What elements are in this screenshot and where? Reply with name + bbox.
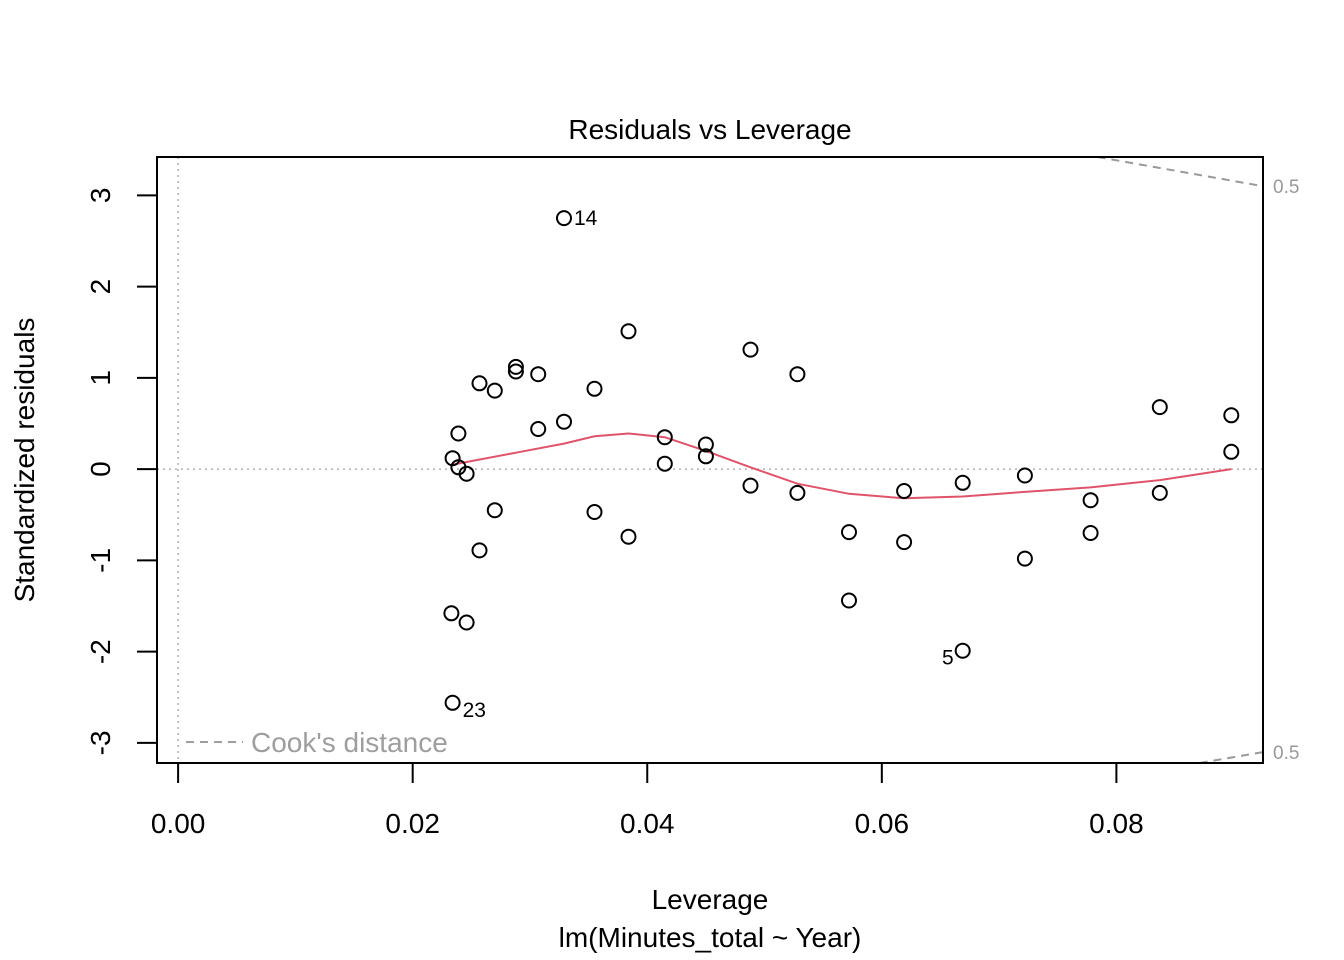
- data-point: [444, 694, 461, 711]
- cooks-distance-upper-label: 0.5: [1273, 177, 1299, 198]
- data-points: [443, 210, 1240, 711]
- cooks-distance-lines: [1097, 157, 1263, 763]
- x-axis: 0.00 0.02 0.04 0.06 0.08: [151, 762, 1144, 839]
- cooks-distance-lower-label: 0.5: [1273, 743, 1299, 764]
- data-point: [471, 375, 488, 392]
- x-tick-label: 0.08: [1089, 808, 1144, 839]
- data-point: [1082, 525, 1099, 541]
- data-point: [556, 413, 572, 430]
- data-point: [620, 323, 637, 340]
- data-point: [1151, 484, 1168, 501]
- data-point: [656, 455, 673, 472]
- y-tick-label: -1: [85, 548, 116, 573]
- data-point: [507, 358, 524, 375]
- data-point: [443, 605, 460, 622]
- data-point: [530, 421, 547, 437]
- plot-frame: [156, 156, 1264, 764]
- data-point: [486, 382, 503, 399]
- model-formula-subtitle: lm(Minutes_total ~ Year): [559, 922, 862, 953]
- data-point: [841, 592, 857, 609]
- y-tick-label: 2: [85, 279, 116, 295]
- legend: Cook's distance: [186, 727, 448, 758]
- y-tick-label: 0: [85, 461, 116, 477]
- data-point: [896, 534, 913, 551]
- data-point: [1082, 492, 1099, 509]
- y-axis-label: Standardized residuals: [9, 318, 40, 603]
- data-point: [789, 484, 806, 501]
- y-tick-label: 1: [85, 370, 116, 386]
- y-axis: -3 -2 -1 0 1 2 3: [85, 188, 158, 755]
- x-tick-label: 0.00: [151, 808, 206, 839]
- smoother-line: [452, 432, 1232, 500]
- data-point: [471, 542, 488, 559]
- data-point: [1223, 443, 1240, 460]
- data-point: [556, 210, 572, 227]
- data-point: [841, 524, 857, 541]
- data-point: [697, 436, 714, 453]
- cooks-distance-labels: 0.5 0.5: [1273, 177, 1299, 764]
- chart-title: Residuals vs Leverage: [568, 114, 851, 145]
- data-point: [697, 448, 714, 465]
- data-point: [1223, 407, 1240, 424]
- data-point: [450, 425, 467, 442]
- data-point: [789, 366, 806, 383]
- data-point: [530, 366, 547, 383]
- data-point: [507, 363, 524, 380]
- y-tick-label: 3: [85, 188, 116, 204]
- data-point: [896, 483, 913, 499]
- data-point: [742, 341, 759, 358]
- y-tick-label: -2: [85, 639, 116, 664]
- cooks-distance-lower-line: [1199, 751, 1263, 763]
- point-label: 5: [942, 647, 954, 670]
- point-labels: 14 23 5: [463, 207, 954, 722]
- x-tick-label: 0.02: [385, 808, 440, 839]
- data-point: [620, 528, 637, 545]
- legend-label: Cook's distance: [251, 727, 448, 758]
- x-tick-label: 0.04: [620, 808, 675, 839]
- cooks-distance-upper-line: [1097, 157, 1263, 188]
- point-label: 23: [463, 699, 486, 722]
- data-point: [656, 429, 673, 446]
- data-point: [1016, 550, 1033, 567]
- data-point: [486, 502, 503, 519]
- data-point: [586, 380, 603, 397]
- x-axis-label: Leverage: [652, 884, 769, 915]
- data-point: [1151, 399, 1168, 416]
- data-point: [458, 465, 475, 482]
- point-label: 14: [574, 207, 598, 230]
- x-tick-label: 0.06: [855, 808, 910, 839]
- y-tick-label: -3: [85, 730, 116, 755]
- data-point: [742, 477, 759, 494]
- data-point: [1016, 467, 1033, 484]
- data-point: [458, 614, 475, 631]
- reference-lines: [157, 157, 1263, 763]
- data-point: [954, 474, 971, 491]
- smoother-curve-group: [452, 432, 1232, 500]
- data-point: [586, 504, 603, 520]
- data-point: [954, 642, 971, 659]
